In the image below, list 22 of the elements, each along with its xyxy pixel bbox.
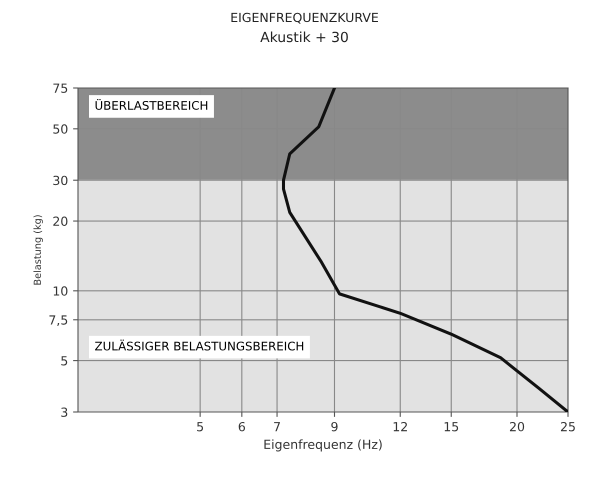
y-tick-label: 10 [54,286,68,296]
band-label: ZULÄSSIGER BELASTUNGSBEREICH [95,340,304,351]
x-tick-label: 7 [274,422,280,432]
y-axis-title: Belastung (kg) [33,215,43,285]
y-tick-label: 30 [53,176,68,186]
y-tick-label: 7,5 [49,315,68,326]
y-tick-label: 75 [53,84,68,93]
x-tick-label: 9 [331,422,338,432]
x-tick-label: 12 [394,422,407,432]
x-tick-label: 25 [560,422,575,432]
y-tick-label: 20 [53,216,68,226]
chart-title: EIGENFREQUENZKURVE [231,12,378,24]
x-tick-label: 5 [197,422,204,432]
x-tick-label: 15 [444,422,458,432]
x-tick-label: 6 [238,422,246,432]
x-tick-label: 20 [510,422,524,432]
y-tick-label: 3 [61,407,68,417]
band-label: ÜBERLASTBEREICH [96,98,208,110]
y-tick-label: 5 [61,356,68,366]
chart-subtitle: Akustik + 30 [260,31,348,42]
y-tick-label: 50 [53,124,68,134]
x-axis-title: Eigenfrequenz (Hz) [264,439,382,452]
